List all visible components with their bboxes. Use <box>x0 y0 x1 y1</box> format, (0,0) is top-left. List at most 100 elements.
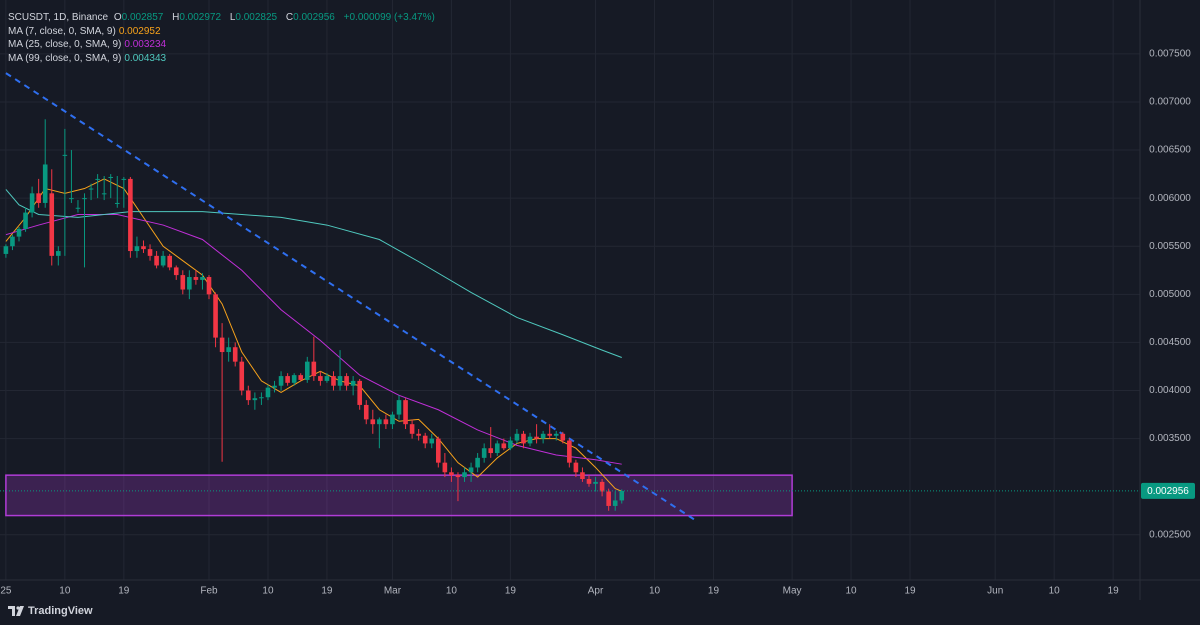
candle-body <box>82 198 87 200</box>
ohlc-label: C <box>285 12 294 23</box>
x-tick-label: Apr <box>588 586 604 597</box>
candle-body <box>101 193 107 195</box>
candle-body <box>363 404 369 420</box>
y-tick-label: 0.005500 <box>1149 241 1191 252</box>
candle-body <box>331 376 336 386</box>
candle-body <box>416 433 421 436</box>
candle-body <box>501 443 507 449</box>
candle-body <box>567 440 572 463</box>
candle-body <box>324 376 330 381</box>
candle-body <box>580 472 585 480</box>
brand-logo <box>8 606 24 616</box>
ohlc-value: 0.002956 <box>293 12 335 23</box>
candle-body <box>200 277 205 280</box>
candle-body <box>357 380 362 405</box>
ohlc-label: O <box>113 12 122 23</box>
y-tick-label: 0.006500 <box>1149 145 1191 156</box>
candle-body <box>62 154 68 156</box>
candle-body <box>383 419 389 425</box>
candle-body <box>173 267 179 276</box>
candle-body <box>167 255 172 268</box>
candle-body <box>272 385 277 388</box>
candle-body <box>252 398 258 401</box>
brand-name: TradingView <box>28 605 93 617</box>
y-tick-label: 0.002500 <box>1149 529 1191 540</box>
candle-body <box>265 387 271 398</box>
ma-line <box>5 189 622 358</box>
candle-body <box>141 246 146 250</box>
candle-body <box>462 472 467 478</box>
legend: SCUSDT, 1D, Binance O0.002857 H0.002972 … <box>8 11 438 65</box>
candle-body <box>449 472 454 476</box>
candle-body <box>534 436 539 439</box>
candle-body <box>154 255 159 266</box>
candle-body <box>475 457 480 468</box>
candle-body <box>468 467 474 473</box>
x-tick-label: Mar <box>384 586 402 597</box>
price-label-box <box>1141 482 1195 499</box>
candle-body <box>23 212 28 229</box>
candle-body <box>232 347 238 362</box>
ohlc-item: C0.002956 <box>286 12 338 23</box>
candle-body <box>3 246 9 254</box>
candle-body <box>285 376 290 383</box>
candle-body <box>318 376 323 381</box>
candle-body <box>239 361 245 391</box>
candle-body <box>246 390 251 401</box>
x-tick-label: Jun <box>987 586 1003 597</box>
candle-body <box>455 475 461 478</box>
candle-body <box>422 435 428 444</box>
legend-value: 0.002952 <box>118 25 161 37</box>
candle-body <box>586 479 592 484</box>
candle-body <box>187 277 192 290</box>
x-tick-label: 10 <box>846 586 858 597</box>
candle-body <box>56 251 61 256</box>
x-tick-label: 19 <box>118 586 130 597</box>
x-tick-label: 19 <box>505 586 517 597</box>
brand: TradingView <box>8 605 93 617</box>
candle-body <box>219 337 225 353</box>
candle-body <box>121 178 127 180</box>
candle-body <box>75 207 81 209</box>
candle-body <box>278 376 284 386</box>
candle-body <box>403 400 408 425</box>
candle-body <box>10 236 15 247</box>
candle-body <box>337 376 343 386</box>
x-tick-label: 19 <box>321 586 333 597</box>
candle-body <box>114 202 120 204</box>
candle-body <box>69 198 74 200</box>
candle-body <box>108 176 114 178</box>
candle-body <box>147 249 153 256</box>
candle-body <box>88 188 94 190</box>
candle-body <box>311 361 317 377</box>
candle-body <box>16 228 22 237</box>
symbol-title: SCUSDT, 1D, Binance <box>8 12 109 23</box>
candle-body <box>488 448 494 454</box>
trendline <box>5 72 698 523</box>
legend-label: MA (99, close, 0, SMA, 9) <box>8 52 122 64</box>
zone <box>5 474 793 517</box>
ohlc-label: H <box>172 12 180 23</box>
candle-body <box>226 347 231 353</box>
x-tick-label: 25 <box>0 586 12 597</box>
y-tick-label: 0.006000 <box>1149 193 1191 204</box>
x-tick-label: May <box>783 586 802 597</box>
candle-body <box>206 277 212 295</box>
candle-body <box>350 380 356 386</box>
candle-body <box>494 443 500 454</box>
ohlc-item: O0.002857 <box>114 12 167 23</box>
legend-label: MA (7, close, 0, SMA, 9) <box>8 25 116 37</box>
legend-value: 0.004343 <box>124 52 167 64</box>
candle-body <box>377 419 382 425</box>
candle-body <box>429 438 435 444</box>
legend-row: MA (25, close, 0, SMA, 9) 0.003234 <box>8 38 438 52</box>
ohlc-item: L0.002825 <box>230 12 280 23</box>
candle-body <box>259 397 264 399</box>
price-label: 0.002956 <box>1147 486 1189 497</box>
candle-body <box>599 481 605 492</box>
candle-body <box>298 375 304 380</box>
x-tick-label: Feb <box>200 586 218 597</box>
x-tick-label: 10 <box>262 586 274 597</box>
candle-body <box>593 481 598 484</box>
